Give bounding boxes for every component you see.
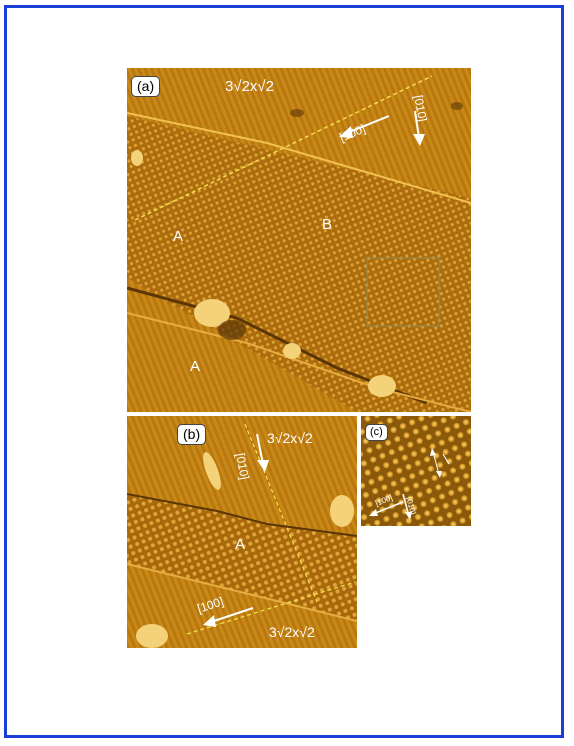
panel-b-reconstruction-top: 3√2x√2 — [267, 430, 313, 446]
panel-b-surface — [127, 416, 357, 648]
panel-c-label: (c) — [365, 424, 388, 441]
panel-a-label: (a) — [131, 76, 161, 97]
panel-b-label: (b) — [177, 424, 207, 445]
panel-a-region-a-top: A — [173, 228, 184, 245]
panel-a-region-a-bottom: A — [190, 358, 201, 375]
figure-border — [4, 5, 564, 738]
panel-a-reconstruction: 3√2x√2 — [225, 78, 274, 95]
panel-c-stm-image: (c) [100] [010] — [361, 416, 471, 526]
panel-a-region-b: B — [322, 216, 333, 233]
panel-a-stm-image: (a) 3√2x√2 [100] [010] A B A — [127, 68, 471, 412]
panel-b-region-a: A — [235, 536, 246, 553]
panel-b-stm-image: (b) 3√2x√2 [010] A [100] 3√2x√2 — [127, 416, 357, 648]
panel-a-surface — [127, 68, 471, 412]
panel-b-reconstruction-bottom: 3√2x√2 — [269, 624, 315, 640]
